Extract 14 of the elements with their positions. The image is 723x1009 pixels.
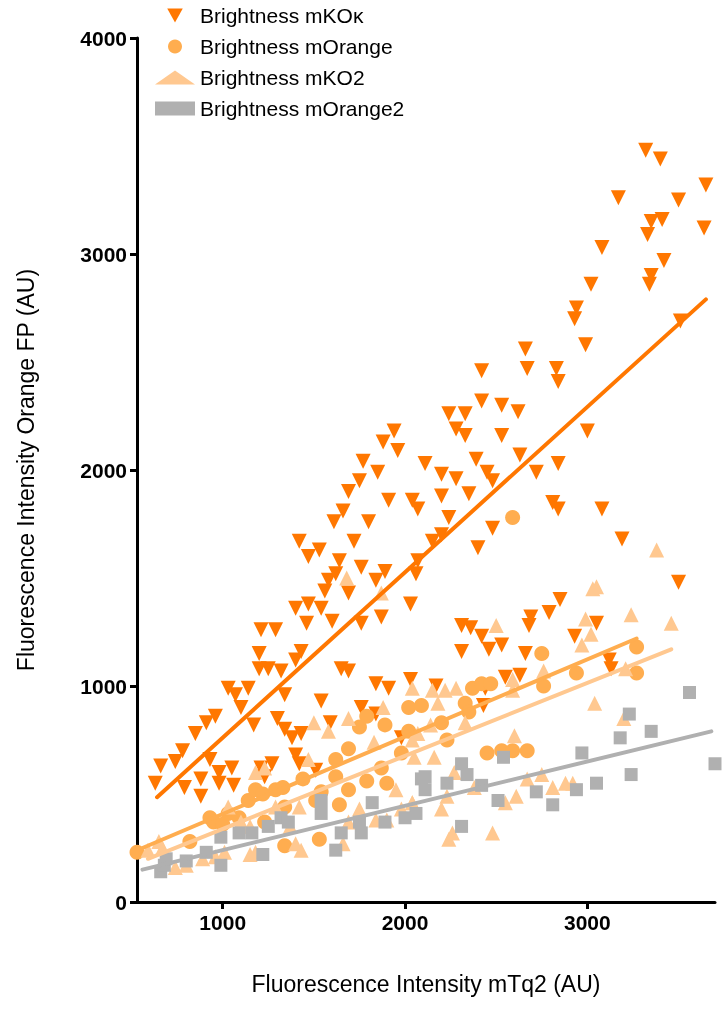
y-axis-title: Fluorescence Intensity Orange FP (AU) [12, 268, 39, 672]
y-tick-label: 0 [115, 890, 127, 914]
y-tick-label: 3000 [80, 242, 127, 266]
x-tick-label: 2000 [381, 911, 429, 934]
legend-label: Brightness mOrange [200, 35, 393, 58]
x-tick-label: 1000 [199, 911, 247, 934]
x-axis-title: Fluorescence Intensity mTq2 (AU) [251, 970, 601, 997]
x-tick-label: 3000 [564, 911, 611, 934]
y-tick-label: 2000 [80, 458, 127, 482]
legend-label: Brightness mKO2 [200, 66, 365, 89]
y-tick-label: 1000 [80, 674, 127, 698]
y-tick-label: 4000 [80, 26, 127, 50]
legend-label: Brightness mOrange2 [200, 97, 405, 120]
legend-label: Brightness mKOκ [200, 4, 364, 27]
